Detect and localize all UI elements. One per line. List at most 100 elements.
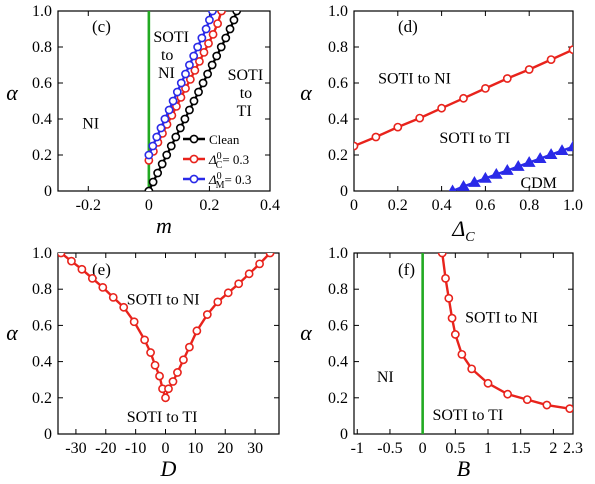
plot-area	[354, 45, 573, 191]
data-point	[546, 55, 556, 64]
data-point	[467, 364, 477, 374]
data-point	[533, 152, 547, 163]
data-point	[198, 78, 208, 88]
x-tick-label: 0	[162, 440, 170, 457]
region-annotation: SOTI to NI	[127, 291, 200, 308]
data-point	[194, 87, 203, 97]
y-tick-label: 0.2	[32, 147, 52, 164]
data-point	[185, 342, 194, 352]
y-tick-label: 0.4	[328, 354, 348, 371]
x-tick-label: 0	[145, 197, 153, 214]
chart-panel-e: -30 -20 -10 0 10 20 30 0 0.2 0.4 0.6 0.8 1.0 Dα (e) SOT…	[6, 245, 280, 481]
region-annotation: NI	[377, 369, 394, 386]
data-point	[172, 87, 182, 97]
plot-frame	[353, 10, 574, 192]
y-tick-label: 0	[44, 426, 52, 443]
plot-area	[58, 253, 275, 403]
data-point	[234, 279, 244, 289]
legend-marker	[189, 134, 199, 144]
y-tick-label: 1.0	[328, 3, 348, 20]
x-tick-label: 0	[350, 197, 358, 214]
data-point	[415, 113, 425, 123]
data-point	[199, 48, 209, 57]
x-axis-label: m	[156, 213, 172, 238]
region-annotation: CDM	[520, 175, 556, 192]
y-axis-label: α	[300, 80, 312, 105]
data-point	[216, 42, 226, 52]
data-point	[447, 313, 457, 323]
data-point	[185, 75, 195, 84]
data-point	[522, 156, 536, 167]
data-point	[502, 74, 512, 83]
legend-label: Δ0 M= 0.3	[208, 171, 251, 191]
y-tick-label: 0.6	[32, 75, 52, 92]
data-point	[87, 273, 97, 283]
data-point	[208, 11, 217, 16]
data-point	[354, 141, 359, 151]
chart-panel-c: -0.2 0 0.2 0.400.20.40.60.81.0mα(c)NISOTIto…	[6, 3, 280, 238]
x-tick-label: 10	[187, 440, 203, 457]
data-point	[255, 259, 264, 269]
y-tick-label: 0.2	[32, 390, 52, 407]
data-point	[503, 389, 513, 399]
data-point	[176, 78, 186, 88]
data-point	[77, 264, 87, 274]
data-point	[480, 84, 490, 93]
data-point	[511, 160, 525, 171]
data-point	[58, 253, 66, 258]
x-tick-label: -20	[95, 440, 116, 457]
data-point	[441, 273, 450, 283]
data-point	[192, 326, 202, 336]
data-point	[437, 253, 447, 258]
plot-area	[144, 11, 242, 191]
x-tick-label: 0.4	[260, 197, 280, 214]
x-tick-label: -10	[125, 440, 146, 457]
data-point	[457, 349, 467, 359]
data-point	[555, 144, 569, 156]
y-tick-label: 1.0	[32, 3, 52, 20]
data-point	[153, 168, 163, 178]
data-point	[483, 378, 493, 388]
data-point	[565, 404, 573, 414]
x-tick-label: 0.2	[388, 197, 408, 214]
y-tick-label: 0.4	[328, 111, 348, 128]
legend-marker	[189, 154, 199, 164]
data-point	[544, 148, 558, 159]
region-annotation: TI	[237, 103, 252, 120]
data-point	[160, 114, 170, 124]
y-tick-label: 1.0	[32, 245, 52, 262]
x-tick-label: 1.0	[563, 197, 583, 214]
data-point	[468, 176, 481, 187]
plot-frame	[353, 252, 574, 435]
chart-panel-f: -1 -0.5 0 0.5 1 1.5 2 2.3 0 0.2 0.4 0.6 0.8 1.0 Bα (f) N…	[300, 245, 583, 481]
x-tick-label: -0.2	[76, 197, 101, 214]
data-point	[67, 256, 76, 266]
x-tick-label: 30	[247, 440, 263, 457]
data-point	[156, 123, 166, 133]
data-point	[175, 123, 185, 133]
data-point	[208, 30, 218, 39]
y-tick-label: 0.4	[32, 354, 52, 371]
y-tick-label: 0.6	[32, 317, 52, 334]
data-point	[173, 368, 182, 377]
data-point	[168, 96, 178, 106]
data-point	[108, 292, 118, 302]
data-point	[524, 65, 534, 74]
data-point	[197, 33, 207, 43]
data-point	[171, 132, 181, 142]
data-point	[568, 45, 573, 55]
panel-label: (f)	[398, 260, 415, 279]
data-point	[444, 293, 454, 303]
data-point	[190, 66, 200, 75]
data-point	[98, 282, 108, 292]
data-point	[225, 24, 235, 34]
data-point	[223, 288, 233, 298]
plot-frame	[57, 10, 271, 192]
x-tick-label: 0.4	[432, 197, 452, 214]
y-axis-label: α	[300, 320, 312, 345]
data-point	[244, 269, 254, 279]
data-point	[213, 19, 223, 28]
data-point	[489, 167, 503, 179]
x-tick-label: 0.2	[199, 197, 219, 214]
data-point	[393, 122, 403, 132]
